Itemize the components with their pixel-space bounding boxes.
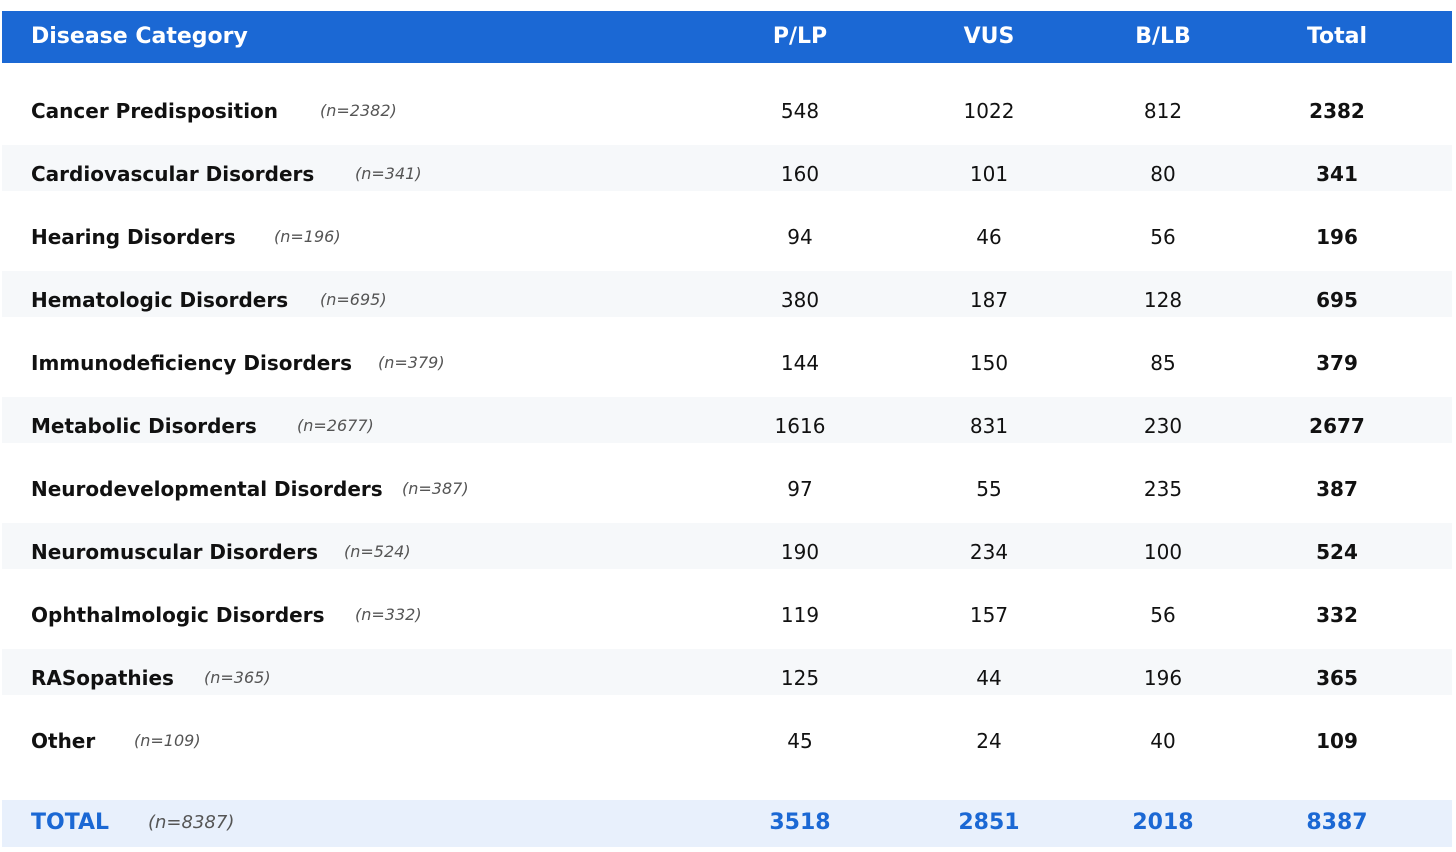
total-label-cell: TOTAL (31, 800, 109, 847)
cell-total: 196 (1316, 225, 1358, 249)
cell-plp: 380 (780, 288, 820, 312)
header-blb: B/LB (1135, 24, 1191, 49)
category-n-label: (n=341) (355, 164, 422, 183)
cell-total: 379 (1316, 351, 1358, 375)
cell-total: 2382 (1309, 99, 1365, 123)
cell-plp: 97 (787, 477, 813, 501)
header-total: Total (1306, 24, 1368, 49)
category-n-label: (n=332) (355, 605, 422, 624)
cell-plp: 94 (787, 225, 813, 249)
category-label: Other (31, 729, 96, 753)
row-band (2, 397, 1452, 443)
total-total: 8387 (1306, 810, 1368, 835)
cell-total: 524 (1316, 540, 1358, 564)
cell-vus: 234 (969, 540, 1009, 564)
cell-vus: 831 (969, 414, 1009, 438)
cell-blb: 100 (1143, 540, 1183, 564)
cell-vus: 44 (976, 666, 1002, 690)
cell-blb: 56 (1150, 603, 1176, 627)
cell-total: 695 (1316, 288, 1358, 312)
total-n-label: (n=8387) (148, 812, 235, 833)
cell-total: 2677 (1309, 414, 1365, 438)
cell-plp: 119 (780, 603, 820, 627)
category-n-label: (n=2382) (320, 101, 397, 120)
cell-plp: 190 (780, 540, 820, 564)
cell-vus: 1022 (963, 99, 1015, 123)
row-band (2, 649, 1452, 695)
category-n-label: (n=109) (134, 731, 201, 750)
header-plp: P/LP (772, 24, 828, 49)
cell-blb: 80 (1150, 162, 1176, 186)
cell-vus: 101 (969, 162, 1009, 186)
cell-blb: 85 (1150, 351, 1176, 375)
cell-vus: 157 (969, 603, 1009, 627)
cell-vus: 150 (969, 351, 1009, 375)
cell-plp: 45 (787, 729, 813, 753)
cell-plp: 548 (780, 99, 820, 123)
category-label: Ophthalmologic Disorders (31, 603, 325, 627)
category-label: Neurodevelopmental Disorders (31, 477, 383, 501)
header-disease-category: Disease Category (31, 24, 248, 49)
cell-plp: 1616 (774, 414, 826, 438)
cell-blb: 56 (1150, 225, 1176, 249)
category-n-label: (n=524) (344, 542, 411, 561)
category-label: RASopathies (31, 666, 174, 690)
cell-total: 341 (1316, 162, 1358, 186)
total-label: TOTAL (31, 810, 110, 835)
category-n-label: (n=365) (204, 668, 271, 687)
category-label: Cardiovascular Disorders (31, 162, 315, 186)
cell-vus: 24 (976, 729, 1002, 753)
total-blb: 2018 (1132, 810, 1194, 835)
row-band (2, 145, 1452, 191)
category-label: Immunodeficiency Disorders (31, 351, 353, 375)
total-vus: 2851 (958, 810, 1020, 835)
cell-plp: 160 (780, 162, 820, 186)
cell-plp: 144 (780, 351, 820, 375)
cell-blb: 40 (1150, 729, 1176, 753)
cell-vus: 55 (976, 477, 1002, 501)
category-n-label: (n=2677) (297, 416, 374, 435)
cell-blb: 235 (1143, 477, 1183, 501)
cell-blb: 812 (1143, 99, 1183, 123)
category-label: Metabolic Disorders (31, 414, 257, 438)
category-label: Hematologic Disorders (31, 288, 289, 312)
table-header: Disease Category P/LP VUS B/LB Total (2, 11, 1452, 63)
category-n-label: (n=387) (402, 479, 469, 498)
row-band (2, 271, 1452, 317)
cell-total: 387 (1316, 477, 1358, 501)
variant-classification-table: Disease Category P/LP VUS B/LB Total Can… (2, 11, 1452, 753)
category-n-label: (n=379) (378, 353, 445, 372)
cell-blb: 128 (1143, 288, 1183, 312)
cell-blb: 196 (1143, 666, 1183, 690)
category-n-label: (n=196) (274, 227, 341, 246)
category-label: Hearing Disorders (31, 225, 236, 249)
cell-total: 109 (1316, 729, 1358, 753)
category-n-label: (n=695) (320, 290, 387, 309)
cell-total: 332 (1316, 603, 1358, 627)
cell-total: 365 (1316, 666, 1358, 690)
header-vus: VUS (963, 24, 1015, 49)
cell-blb: 230 (1143, 414, 1183, 438)
category-label: Cancer Predisposition (31, 99, 279, 123)
category-label: Neuromuscular Disorders (31, 540, 319, 564)
total-plp: 3518 (769, 810, 831, 835)
cell-plp: 125 (780, 666, 820, 690)
cell-vus: 46 (976, 225, 1002, 249)
row-band (2, 523, 1452, 569)
total-row: TOTAL (n=8387) 3518 2851 2018 8387 (2, 800, 1452, 847)
cell-vus: 187 (969, 288, 1009, 312)
